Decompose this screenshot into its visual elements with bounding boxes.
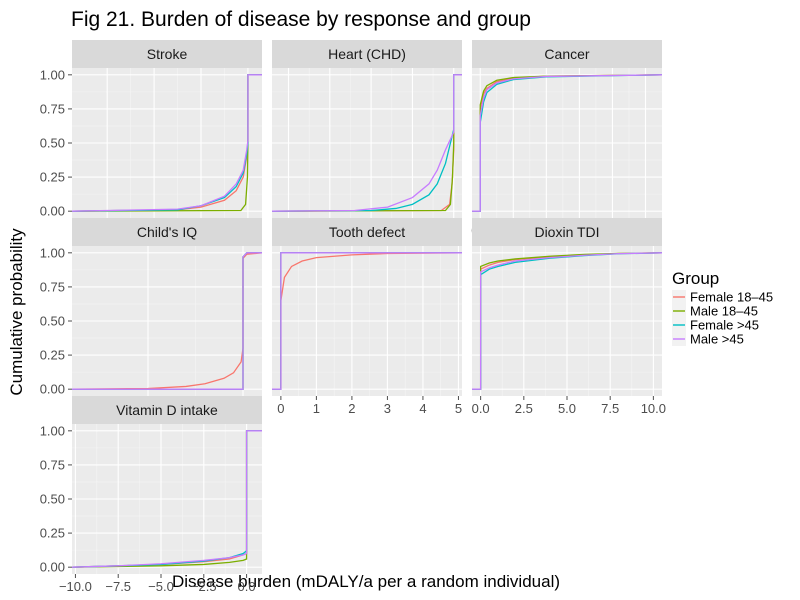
x-tick-label: 1 <box>313 401 320 416</box>
series-group <box>72 430 262 568</box>
legend-label: Male >45 <box>690 332 744 347</box>
y-tick-label: 0.50 <box>40 136 65 151</box>
series-line-male-45 <box>72 430 262 568</box>
y-tick-label: 0.25 <box>40 526 65 541</box>
strip-background <box>272 218 462 246</box>
strip-label: Tooth defect <box>329 224 405 240</box>
legend-label: Male 18–45 <box>690 304 758 319</box>
legend-item: Female >45 <box>672 318 759 333</box>
y-tick-label: 0.25 <box>40 348 65 363</box>
series-group <box>272 74 462 212</box>
legend-item: Male >45 <box>672 332 744 347</box>
y-tick-label: 0.75 <box>40 101 65 116</box>
y-tick-label: 1.00 <box>40 423 65 438</box>
legend-title: Group <box>672 269 719 288</box>
x-tick-label: 0.0 <box>238 579 256 594</box>
panel-tooth-defect: Tooth defect 0 1 2 3 4 5 <box>272 218 462 416</box>
x-tick-label: −10.0 <box>59 579 92 594</box>
panel-dioxin-tdi: Dioxin TDI 0.0 2.5 5.0 7.5 10.0 <box>472 218 666 416</box>
strip-background <box>272 40 462 68</box>
y-axis-title: Cumulative probability <box>7 228 26 396</box>
panel-vitamin-d-intake: Vitamin D intake 0.00 0.25 0.50 0.75 1.00 −10.… <box>40 396 262 594</box>
x-tick-label: −5.0 <box>148 579 174 594</box>
chart-title: Fig 21. Burden of disease by response an… <box>71 8 531 31</box>
series-line-male-45 <box>72 252 262 390</box>
y-tick-label: 0.00 <box>40 204 65 219</box>
series-group <box>472 74 662 212</box>
legend-item: Male 18–45 <box>672 304 758 319</box>
strip-label: Dioxin TDI <box>534 224 599 240</box>
x-axis-title: Disease burden (mDALY/a per a random ind… <box>172 572 560 591</box>
legend-label: Female >45 <box>690 318 759 333</box>
x-tick-label: −7.5 <box>105 579 131 594</box>
series-line-female-18-45 <box>72 252 262 390</box>
panel-child-s-iq: Child's IQ0.000.250.500.751.00−50 <box>40 218 262 416</box>
panel-heart-chd: Heart (CHD)−20−15−10−50 <box>272 40 462 238</box>
series-line-male-45 <box>272 252 462 390</box>
x-tick-label: 5.0 <box>558 401 576 416</box>
series-line-male-45 <box>472 74 662 212</box>
series-group <box>472 252 662 390</box>
strip-background <box>72 40 262 68</box>
strip-background <box>472 40 662 68</box>
x-tick-label: 5 <box>455 401 462 416</box>
series-group <box>72 74 262 212</box>
x-tick-label: 7.5 <box>601 401 619 416</box>
x-tick-label: 0 <box>277 401 284 416</box>
strip-background <box>72 396 262 424</box>
x-tick-label: 3 <box>384 401 391 416</box>
x-tick-label: 10.0 <box>641 401 666 416</box>
y-tick-label: 0.00 <box>40 560 65 575</box>
y-tick-label: 1.00 <box>40 67 65 82</box>
strip-label: Heart (CHD) <box>328 46 406 62</box>
x-tick-label: 2.5 <box>515 401 533 416</box>
series-group <box>272 252 462 390</box>
series-line-male-45 <box>472 252 662 390</box>
y-tick-label: 0.50 <box>40 492 65 507</box>
panel-cancer: Cancer0.00.10.20.30.40.5 <box>471 40 662 238</box>
y-tick-label: 0.25 <box>40 170 65 185</box>
strip-background <box>472 218 662 246</box>
x-tick-label: 2 <box>348 401 355 416</box>
strip-label: Stroke <box>147 46 188 62</box>
x-tick-label: 0.0 <box>472 401 490 416</box>
strip-label: Cancer <box>544 46 589 62</box>
x-tick-label: 4 <box>419 401 426 416</box>
y-tick-label: 0.00 <box>40 382 65 397</box>
y-tick-label: 0.75 <box>40 279 65 294</box>
legend-label: Female 18–45 <box>690 290 773 305</box>
series-group <box>72 252 262 390</box>
series-line-male-45 <box>72 74 262 212</box>
strip-label: Child's IQ <box>137 224 197 240</box>
series-line-male-45 <box>272 74 462 212</box>
y-tick-label: 1.00 <box>40 245 65 260</box>
y-tick-label: 0.75 <box>40 457 65 472</box>
strip-background <box>72 218 262 246</box>
y-tick-label: 0.50 <box>40 314 65 329</box>
legend-item: Female 18–45 <box>672 290 773 305</box>
strip-label: Vitamin D intake <box>116 402 218 418</box>
x-tick-label: −2.5 <box>191 579 217 594</box>
